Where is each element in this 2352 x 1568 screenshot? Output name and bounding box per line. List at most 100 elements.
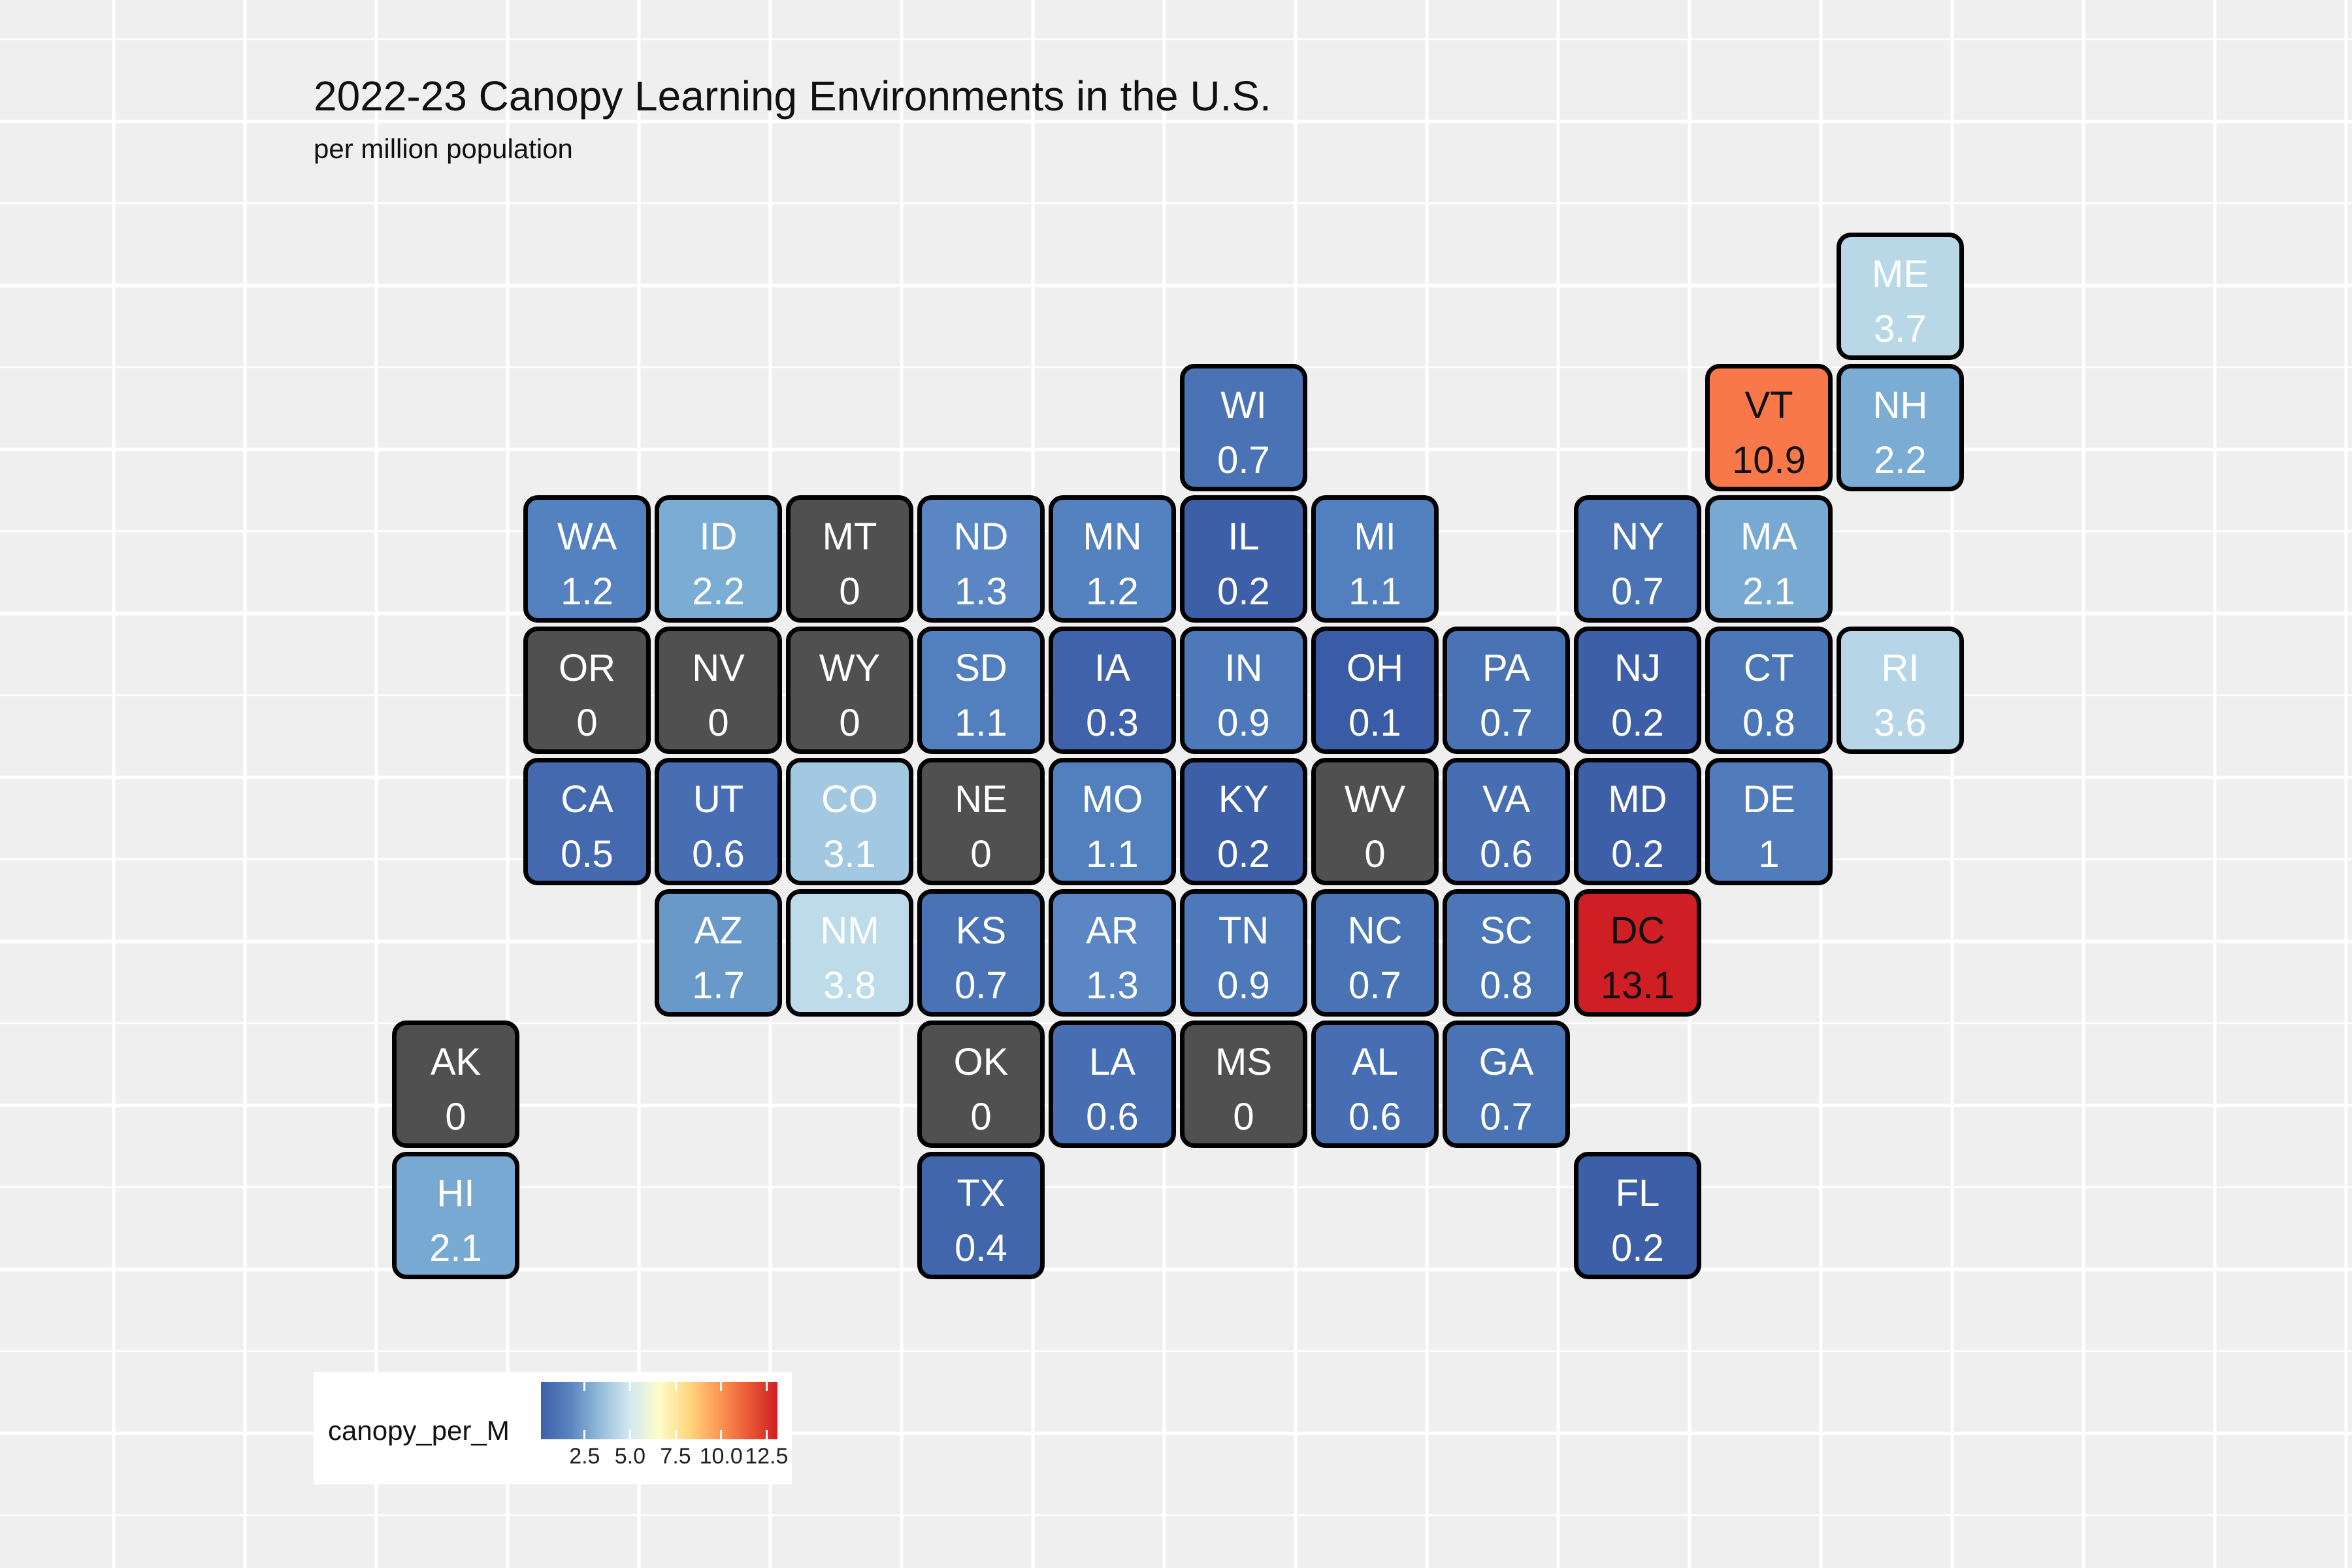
chart-title: 2022-23 Canopy Learning Environments in … xyxy=(314,73,1271,120)
tile-value: 0.2 xyxy=(1217,833,1270,875)
tile-state-abbr: DC xyxy=(1610,909,1665,952)
tile-value: 0 xyxy=(839,570,860,613)
tile-value: 10.9 xyxy=(1732,439,1806,482)
tile-state-abbr: IL xyxy=(1228,515,1260,558)
state-tile-wa: WA 1.2 xyxy=(523,495,651,623)
tile-state-abbr: WA xyxy=(557,515,617,558)
legend-tick-mark xyxy=(674,1430,677,1439)
state-tile-ma: MA 2.1 xyxy=(1705,495,1833,623)
tile-state-abbr: WI xyxy=(1220,384,1267,427)
tile-state-abbr: MN xyxy=(1083,515,1142,558)
tile-value: 0.2 xyxy=(1217,570,1270,613)
tile-state-abbr: CO xyxy=(821,778,878,821)
legend-tick-mark xyxy=(765,1382,768,1391)
state-tile-co: CO 3.1 xyxy=(786,758,913,885)
tile-state-abbr: MA xyxy=(1740,515,1797,558)
tile-state-abbr: OH xyxy=(1347,647,1403,689)
tile-state-abbr: VT xyxy=(1744,384,1793,427)
tile-state-abbr: NV xyxy=(692,647,745,689)
state-tile-mi: MI 1.1 xyxy=(1311,495,1439,623)
tile-state-abbr: ID xyxy=(699,515,738,558)
state-tile-wy: WY 0 xyxy=(786,627,913,754)
tile-state-abbr: TN xyxy=(1218,909,1269,952)
tile-state-abbr: PA xyxy=(1482,647,1531,689)
tile-value: 0.9 xyxy=(1217,702,1270,744)
state-tile-ms: MS 0 xyxy=(1180,1021,1307,1148)
tile-state-abbr: NJ xyxy=(1614,647,1661,689)
tile-value: 0.9 xyxy=(1217,964,1270,1007)
tile-value: 0.7 xyxy=(1480,702,1533,744)
tile-state-abbr: SC xyxy=(1480,909,1533,952)
state-tile-ok: OK 0 xyxy=(917,1021,1045,1148)
tile-state-abbr: HI xyxy=(436,1172,475,1215)
tile-value: 2.2 xyxy=(1874,439,1927,482)
tile-value: 13.1 xyxy=(1601,964,1674,1007)
tile-state-abbr: KY xyxy=(1218,778,1269,821)
tile-value: 1.7 xyxy=(692,964,745,1007)
state-tile-oh: OH 0.1 xyxy=(1311,627,1439,754)
state-tile-or: OR 0 xyxy=(523,627,651,754)
tile-state-abbr: WV xyxy=(1344,778,1406,821)
tile-value: 0 xyxy=(1233,1096,1254,1138)
tile-value: 2.1 xyxy=(1742,570,1795,613)
tile-value: 1.2 xyxy=(1086,570,1139,613)
tile-state-abbr: RI xyxy=(1881,647,1919,689)
tile-state-abbr: TX xyxy=(956,1172,1005,1215)
state-tile-nv: NV 0 xyxy=(655,627,782,754)
state-tile-az: AZ 1.7 xyxy=(655,889,782,1017)
tile-value: 3.1 xyxy=(823,833,876,875)
tile-value: 1.1 xyxy=(1086,833,1139,875)
tile-state-abbr: MS xyxy=(1215,1041,1272,1083)
tile-value: 0.6 xyxy=(1086,1096,1139,1138)
state-tile-nh: NH 2.2 xyxy=(1837,364,1964,491)
legend-tick-mark xyxy=(720,1430,723,1439)
tile-value: 0.4 xyxy=(955,1227,1007,1269)
state-tile-ct: CT 0.8 xyxy=(1705,627,1833,754)
state-tile-ak: AK 0 xyxy=(392,1021,519,1148)
state-tile-ky: KY 0.2 xyxy=(1180,758,1307,885)
tile-value: 1.2 xyxy=(561,570,613,613)
tile-value: 0 xyxy=(839,702,860,744)
tile-state-abbr: MT xyxy=(822,515,877,558)
tile-value: 3.6 xyxy=(1874,702,1927,744)
tile-value: 0 xyxy=(970,833,992,875)
tile-value: 0.2 xyxy=(1611,702,1664,744)
tile-value: 1.1 xyxy=(1348,570,1401,613)
tile-state-abbr: NE xyxy=(955,778,1007,821)
state-tile-dc: DC 13.1 xyxy=(1574,889,1701,1017)
tile-state-abbr: CA xyxy=(561,778,613,821)
tile-value: 3.7 xyxy=(1874,308,1927,350)
state-tile-tn: TN 0.9 xyxy=(1180,889,1307,1017)
state-tile-ca: CA 0.5 xyxy=(523,758,651,885)
tile-value: 0.2 xyxy=(1611,833,1664,875)
tile-state-abbr: DE xyxy=(1742,778,1795,821)
state-tile-ia: IA 0.3 xyxy=(1049,627,1176,754)
state-tile-de: DE 1 xyxy=(1705,758,1833,885)
legend-tick-mark xyxy=(765,1430,768,1439)
tile-value: 0 xyxy=(708,702,729,744)
tile-value: 0.3 xyxy=(1086,702,1139,744)
legend-tick-label: 5.0 xyxy=(614,1444,646,1469)
tile-state-abbr: NY xyxy=(1611,515,1664,558)
tile-state-abbr: WY xyxy=(819,647,881,689)
tile-value: 0 xyxy=(576,702,598,744)
legend-tick-label: 7.5 xyxy=(660,1444,691,1469)
state-tile-tx: TX 0.4 xyxy=(917,1152,1045,1279)
tile-value: 1.3 xyxy=(1086,964,1139,1007)
state-tile-ri: RI 3.6 xyxy=(1837,627,1964,754)
state-tile-nj: NJ 0.2 xyxy=(1574,627,1701,754)
legend: canopy_per_M 2.5 5.0 7.5 10.0 12.5 xyxy=(314,1372,792,1484)
tile-value: 2.2 xyxy=(692,570,745,613)
state-tile-nm: NM 3.8 xyxy=(786,889,913,1017)
tile-state-abbr: GA xyxy=(1478,1041,1534,1083)
tile-state-abbr: MI xyxy=(1354,515,1396,558)
tile-state-abbr: VA xyxy=(1482,778,1531,821)
tile-value: 0.5 xyxy=(561,833,613,875)
tile-state-abbr: FL xyxy=(1615,1172,1660,1215)
tile-state-abbr: LA xyxy=(1089,1041,1135,1083)
tile-state-abbr: IA xyxy=(1094,647,1130,689)
state-tile-nd: ND 1.3 xyxy=(917,495,1045,623)
tile-state-abbr: OK xyxy=(953,1041,1009,1083)
